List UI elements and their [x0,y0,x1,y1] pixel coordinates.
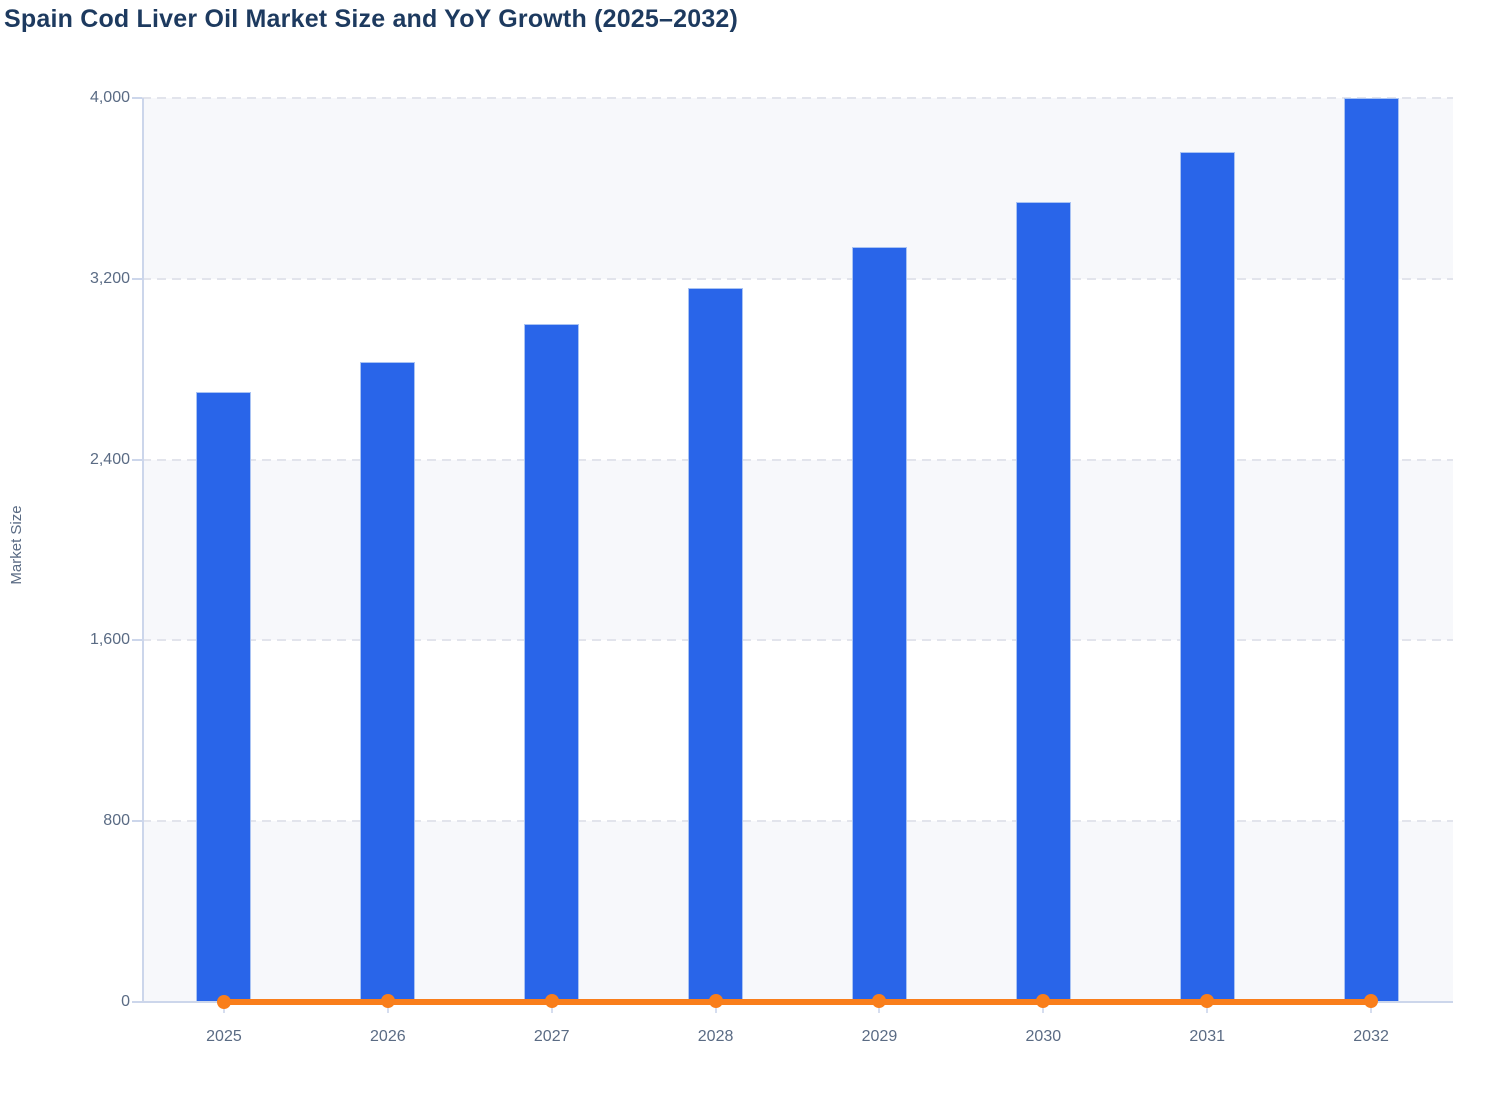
yoy-marker-2031[interactable] [1200,993,1215,1008]
y-tick [132,458,142,461]
chart-title: Spain Cod Liver Oil Market Size and YoY … [4,5,739,33]
yoy-marker-2032[interactable] [1364,993,1379,1008]
yoy-marker-2025[interactable] [216,995,231,1009]
y-axis-line [142,98,144,1002]
y-gridline [142,639,1453,642]
bar-2025[interactable] [196,391,252,1002]
bar-2029[interactable] [851,247,907,1002]
yoy-marker-2030[interactable] [1036,993,1051,1008]
bar-2026[interactable] [360,362,416,1002]
yoy-marker-2027[interactable] [544,993,559,1008]
bar-2032[interactable] [1343,98,1399,1002]
y-tick-label: 2,400 [89,450,130,468]
bar-2030[interactable] [1015,201,1071,1002]
y-tick-label: 0 [121,993,130,1010]
x-tick-label: 2026 [370,1028,406,1045]
y-tick-label: 3,200 [89,269,130,287]
plot-band [142,640,1453,822]
plot-band [142,459,1453,641]
x-tick-label: 2027 [533,1028,570,1045]
y-axis-title: Market Size [8,505,25,585]
yoy-marker-2026[interactable] [380,993,395,1008]
y-gridline [142,458,1453,461]
y-tick [132,639,142,642]
yoy-marker-2029[interactable] [872,993,887,1008]
bar-2028[interactable] [688,287,744,1002]
y-tick [132,1001,142,1003]
y-gridline [142,97,1453,99]
y-tick [132,97,142,99]
x-tick-label: 2028 [697,1028,734,1045]
x-tick-label: 2032 [1353,1028,1389,1045]
yoy-marker-2028[interactable] [708,993,723,1008]
plot-band [142,278,1453,460]
bar-2031[interactable] [1179,152,1235,1002]
y-tick [132,277,142,280]
plot-band [142,821,1453,1002]
x-tick-label: 2025 [206,1028,242,1045]
y-tick-label: 4,000 [89,89,130,106]
y-gridline [142,820,1453,823]
x-tick-label: 2031 [1189,1028,1225,1045]
bar-2027[interactable] [524,324,580,1002]
y-gridline [142,277,1453,280]
y-tick-label: 800 [103,812,130,830]
x-tick-label: 2030 [1025,1028,1062,1045]
plot-band [142,98,1453,279]
yoy-growth-line [223,999,1372,1005]
y-tick-label: 1,600 [89,631,130,649]
x-tick-label: 2029 [861,1028,898,1045]
y-tick [132,820,142,823]
